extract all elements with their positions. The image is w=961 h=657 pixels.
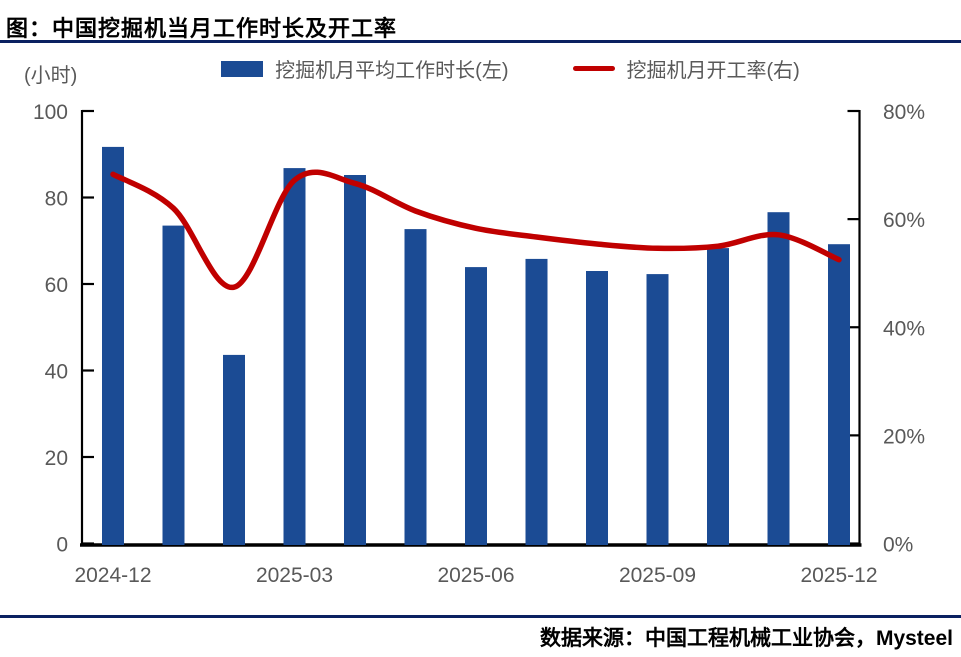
x-axis-tick-label: 2025-06 <box>437 564 514 587</box>
footer-divider <box>0 615 961 618</box>
left-axis-tick-label: 40 <box>45 361 68 384</box>
bar-2025-09 <box>646 274 669 545</box>
legend-label-line-series: 挖掘机月开工率(右) <box>626 60 800 82</box>
legend-label-bar-series: 挖掘机月平均工作时长(左) <box>275 60 509 82</box>
bar-2025-11 <box>767 212 790 545</box>
right-axis-tick-label: 40% <box>883 317 925 340</box>
bar-2025-06 <box>465 267 487 545</box>
right-axis-tick-label: 0% <box>883 534 913 557</box>
right-axis-tick-label: 60% <box>883 209 925 232</box>
bar-2025-07 <box>525 258 548 545</box>
bar-2025-04 <box>344 175 366 545</box>
data-source-text: 数据来源：中国工程机械工业协会，Mysteel <box>539 627 953 650</box>
bar-2025-03 <box>283 168 306 545</box>
bar-2025-08 <box>586 271 608 545</box>
page-title: 图：中国挖掘机当月工作时长及开工率 <box>6 16 398 41</box>
title-divider <box>0 40 961 43</box>
utilization-rate-line <box>110 169 842 290</box>
bar-2024-12 <box>102 146 124 545</box>
bar-2025-10 <box>707 248 729 545</box>
left-axis-tick-label: 80 <box>45 188 68 211</box>
left-axis-tick-label: 60 <box>45 274 68 297</box>
left-axis-tick-label: 100 <box>33 101 68 124</box>
x-axis-tick-label: 2024-12 <box>74 564 151 587</box>
bar-2025-05 <box>404 229 427 545</box>
x-axis-tick-label: 2025-03 <box>256 564 333 587</box>
bar-2025-12 <box>828 244 850 545</box>
bar-2025-02 <box>223 354 245 545</box>
bar-series-swatch-icon <box>221 60 264 77</box>
left-axis-tick-label: 20 <box>45 447 68 470</box>
x-axis-tick-label: 2025-09 <box>619 564 696 587</box>
line-series-swatch-icon <box>572 65 615 72</box>
left-axis-tick-label: 0 <box>56 534 68 557</box>
x-axis-tick-label: 2025-12 <box>800 564 877 587</box>
right-axis-tick-label: 20% <box>883 425 925 448</box>
right-axis-tick-label: 80% <box>883 101 925 124</box>
legend: 挖掘机月平均工作时长(左) 挖掘机月开工率(右) <box>90 54 931 83</box>
legend-item-line-series: 挖掘机月开工率(右) <box>572 54 800 83</box>
bar-2025-01 <box>162 225 185 545</box>
legend-item-bar-series: 挖掘机月平均工作时长(左) <box>221 54 509 83</box>
left-axis-unit-label: (小时) <box>24 65 78 87</box>
